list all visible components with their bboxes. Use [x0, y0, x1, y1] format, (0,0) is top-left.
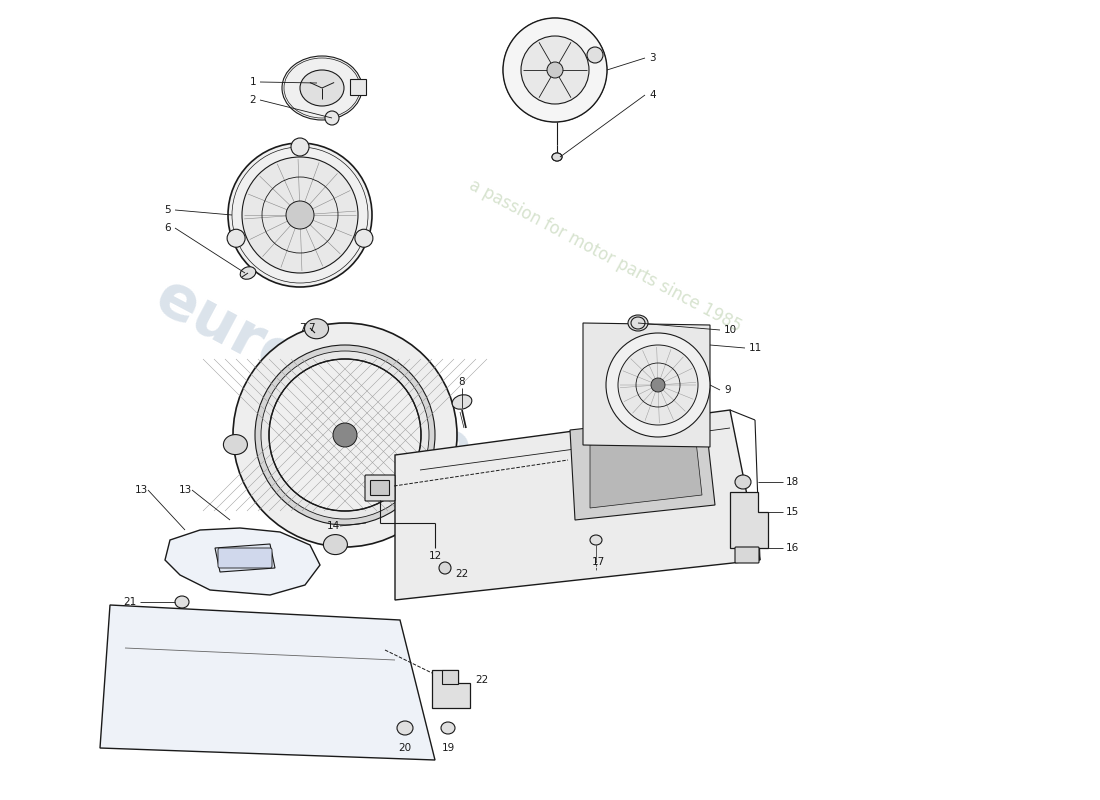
Polygon shape	[165, 528, 320, 595]
Ellipse shape	[355, 230, 373, 247]
Ellipse shape	[651, 378, 666, 392]
Ellipse shape	[590, 535, 602, 545]
Ellipse shape	[521, 36, 588, 104]
Polygon shape	[214, 544, 275, 572]
Polygon shape	[570, 415, 715, 520]
Ellipse shape	[735, 475, 751, 489]
Ellipse shape	[300, 70, 344, 106]
Ellipse shape	[223, 434, 248, 454]
Text: 20: 20	[398, 743, 411, 753]
Text: 9: 9	[724, 385, 730, 395]
Text: 4: 4	[649, 90, 656, 100]
Ellipse shape	[452, 394, 472, 410]
Text: 22: 22	[475, 675, 488, 685]
FancyBboxPatch shape	[218, 548, 272, 568]
Ellipse shape	[324, 111, 339, 125]
Text: 13: 13	[178, 485, 192, 495]
Text: euroPsores: euroPsores	[145, 267, 515, 501]
FancyBboxPatch shape	[350, 79, 366, 95]
Ellipse shape	[292, 138, 309, 156]
Text: 21: 21	[123, 597, 138, 607]
Ellipse shape	[552, 153, 562, 161]
Ellipse shape	[286, 201, 313, 229]
Text: 17: 17	[592, 557, 605, 567]
Text: 5: 5	[164, 205, 170, 215]
Ellipse shape	[305, 318, 329, 338]
Text: a passion for motor parts since 1985: a passion for motor parts since 1985	[465, 176, 745, 336]
Text: 14: 14	[327, 521, 340, 531]
Ellipse shape	[397, 721, 412, 735]
Text: 22: 22	[455, 569, 469, 579]
Text: 2: 2	[250, 95, 256, 105]
Polygon shape	[583, 323, 710, 447]
Text: 7: 7	[308, 323, 315, 333]
Ellipse shape	[261, 351, 429, 519]
Ellipse shape	[233, 323, 456, 547]
FancyBboxPatch shape	[371, 481, 389, 495]
Ellipse shape	[323, 534, 348, 554]
Ellipse shape	[547, 62, 563, 78]
Text: 6: 6	[164, 223, 170, 233]
FancyBboxPatch shape	[365, 475, 395, 501]
Polygon shape	[590, 432, 702, 508]
Ellipse shape	[242, 157, 358, 273]
Text: 16: 16	[786, 543, 800, 553]
FancyBboxPatch shape	[442, 670, 458, 684]
Text: 8: 8	[459, 377, 465, 387]
Ellipse shape	[439, 562, 451, 574]
Text: 13: 13	[134, 485, 148, 495]
Text: 19: 19	[441, 743, 454, 753]
Text: 3: 3	[649, 53, 656, 63]
Ellipse shape	[175, 596, 189, 608]
Ellipse shape	[587, 47, 603, 63]
Ellipse shape	[439, 454, 463, 474]
Polygon shape	[100, 605, 434, 760]
Ellipse shape	[227, 230, 245, 247]
FancyBboxPatch shape	[735, 547, 759, 563]
Text: 15: 15	[786, 507, 800, 517]
Text: 10: 10	[724, 325, 737, 335]
Text: 12: 12	[428, 551, 441, 561]
Ellipse shape	[255, 345, 434, 525]
Ellipse shape	[333, 423, 358, 447]
Ellipse shape	[628, 315, 648, 331]
Ellipse shape	[282, 56, 362, 120]
Polygon shape	[432, 670, 470, 708]
Ellipse shape	[631, 317, 645, 329]
Ellipse shape	[240, 266, 256, 279]
Ellipse shape	[618, 345, 698, 425]
Polygon shape	[730, 492, 768, 548]
Ellipse shape	[606, 333, 710, 437]
Text: 11: 11	[749, 343, 762, 353]
Text: 1: 1	[250, 77, 256, 87]
Ellipse shape	[552, 153, 562, 161]
Polygon shape	[395, 410, 760, 600]
Ellipse shape	[228, 143, 372, 287]
Ellipse shape	[441, 722, 455, 734]
Text: 18: 18	[786, 477, 800, 487]
Text: 7: 7	[299, 323, 306, 333]
Ellipse shape	[503, 18, 607, 122]
Ellipse shape	[270, 359, 421, 511]
